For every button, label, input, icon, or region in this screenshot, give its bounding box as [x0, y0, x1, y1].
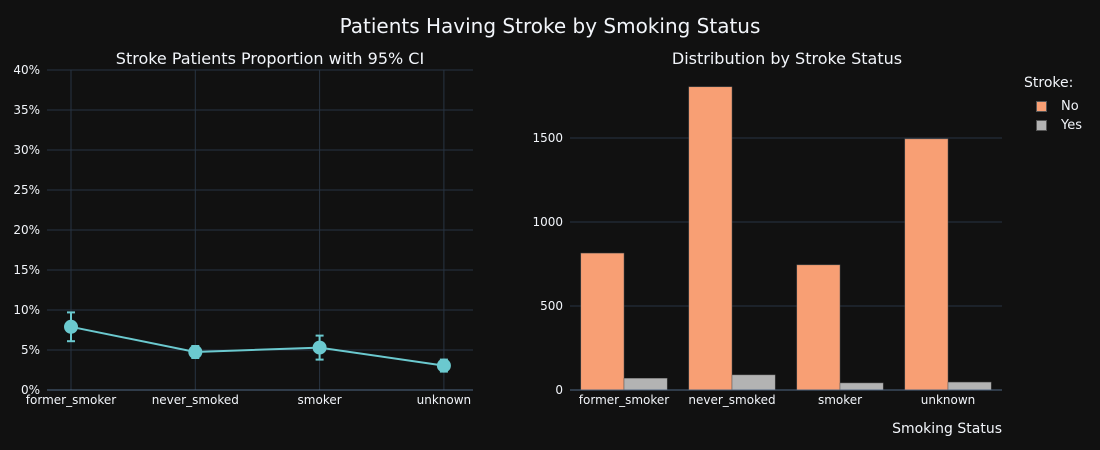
proportion-panel: Stroke Patients Proportion with 95% CI 0%… — [13, 49, 473, 407]
x-tick-label: smoker — [298, 393, 342, 407]
legend-item-yes[interactable]: Yes — [1036, 116, 1082, 135]
proportion-point — [312, 340, 327, 355]
legend-label-no: No — [1061, 99, 1079, 114]
legend: Stroke: No Yes — [1024, 75, 1082, 135]
legend-item-no[interactable]: No — [1036, 97, 1082, 116]
y-tick-label: 35% — [13, 103, 40, 117]
bar-yes-former_smoker — [623, 377, 668, 391]
y-tick-label: 25% — [13, 183, 40, 197]
x-tick-label: former_smoker — [26, 393, 116, 407]
x-tick-label: never_smoked — [688, 393, 775, 407]
y-tick-label: 5% — [21, 343, 40, 357]
y-tick-label: 40% — [13, 63, 40, 77]
y-tick-label: 15% — [13, 263, 40, 277]
x-tick-label: former_smoker — [579, 393, 669, 407]
bar-yes-smoker — [839, 382, 884, 391]
x-tick-label: never_smoked — [152, 393, 239, 407]
legend-label-yes: Yes — [1061, 118, 1082, 133]
legend-swatch-no — [1036, 101, 1047, 112]
y-tick-label: 1500 — [532, 131, 563, 145]
bar-no-smoker — [796, 264, 841, 391]
bar-yes-unknown — [947, 381, 992, 391]
proportion-chart-title: Stroke Patients Proportion with 95% CI — [116, 49, 424, 68]
x-tick-label: unknown — [921, 393, 976, 407]
bar-no-former_smoker — [580, 252, 625, 391]
bar-no-never_smoked — [688, 86, 733, 391]
y-tick-label: 10% — [13, 303, 40, 317]
y-tick-label: 0 — [555, 383, 563, 397]
proportion-point — [188, 345, 203, 359]
y-tick-label: 30% — [13, 143, 40, 157]
distribution-chart-title: Distribution by Stroke Status — [672, 49, 902, 68]
x-tick-label: unknown — [417, 393, 472, 407]
x-tick-label: smoker — [818, 393, 862, 407]
distribution-panel: Distribution by Stroke Status 0 500 1000 150… — [532, 49, 1002, 437]
proportion-point — [64, 319, 78, 334]
y-tick-label: 500 — [540, 299, 563, 313]
y-tick-label: 1000 — [532, 215, 563, 229]
legend-title: Stroke: — [1024, 75, 1074, 91]
legend-swatch-yes — [1036, 120, 1047, 131]
proportion-line — [70, 325, 445, 367]
x-axis-title: Smoking Status — [892, 421, 1002, 437]
y-tick-label: 20% — [13, 223, 40, 237]
bar-yes-never_smoked — [731, 374, 776, 391]
y-tick-label: 0% — [21, 383, 40, 397]
chart-main-title: Patients Having Stroke by Smoking Status — [339, 14, 761, 38]
proportion-point — [436, 358, 451, 373]
bar-no-unknown — [904, 138, 949, 391]
